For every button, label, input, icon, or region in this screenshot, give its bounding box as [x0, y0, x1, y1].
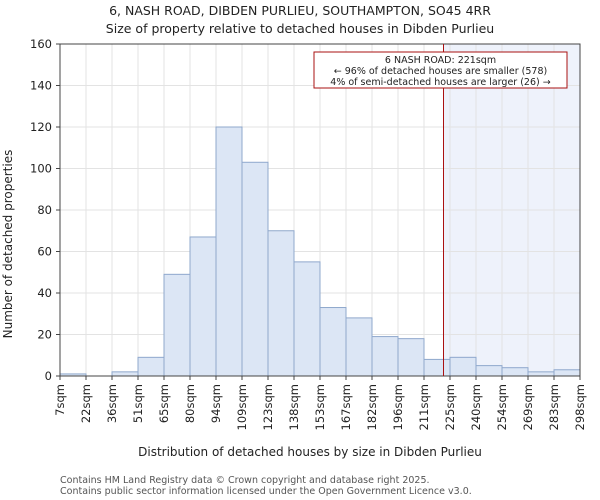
x-tick-label-7: 109sqm [235, 384, 249, 430]
x-tick-label-0: 7sqm [53, 384, 67, 416]
y-tick-label-3: 60 [37, 245, 52, 259]
bar-5 [189, 236, 217, 377]
bar-3 [137, 356, 165, 377]
annotation-border [313, 51, 568, 89]
x-tick-label-3: 51sqm [131, 384, 145, 423]
y-axis-label: Number of detached properties [1, 150, 15, 339]
bar-9 [293, 261, 321, 377]
y-tick-label-2: 40 [37, 286, 52, 300]
bar-16 [475, 365, 503, 377]
x-tick-label-13: 196sqm [391, 384, 405, 430]
footer-line-2: Contains public sector information licen… [60, 486, 472, 497]
bar-6 [215, 126, 243, 377]
annotation-box: 6 NASH ROAD: 221sqm ← 96% of detached ho… [313, 51, 568, 89]
x-tick-label-11: 167sqm [339, 384, 353, 430]
bar-11 [345, 317, 373, 377]
footer-line-1: Contains HM Land Registry data © Crown c… [60, 475, 430, 486]
x-tick-label-15: 225sqm [443, 384, 457, 430]
y-tick-label-0: 0 [45, 369, 52, 383]
y-tick-label-7: 140 [30, 79, 52, 93]
annotation-line-3: 4% of semi-detached houses are larger (2… [330, 77, 550, 88]
bar-12 [371, 336, 399, 377]
bar-4 [163, 273, 191, 377]
bar-8 [267, 230, 295, 377]
x-tick-label-16: 240sqm [469, 384, 483, 430]
x-tick-label-4: 65sqm [157, 384, 171, 423]
x-tick-label-19: 283sqm [547, 384, 561, 430]
x-tick-label-2: 36sqm [105, 384, 119, 423]
y-tick-label-4: 80 [37, 203, 52, 217]
bar-7 [241, 161, 269, 377]
y-tick-label-6: 120 [30, 120, 52, 134]
bar-2 [111, 371, 139, 377]
y-tick-label-5: 100 [30, 162, 52, 176]
x-tick-label-17: 254sqm [495, 384, 509, 430]
annotation-line-1: 6 NASH ROAD: 221sqm [385, 55, 496, 66]
bar-19 [553, 369, 581, 377]
axes [56, 43, 581, 380]
x-tick-label-9: 138sqm [287, 384, 301, 430]
x-tick-label-10: 153sqm [313, 384, 327, 430]
x-tick-label-12: 182sqm [365, 384, 379, 430]
x-tick-label-20: 298sqm [573, 384, 587, 430]
chart-title: 6, NASH ROAD, DIBDEN PURLIEU, SOUTHAMPTO… [109, 3, 491, 18]
x-tick-label-14: 211sqm [417, 384, 431, 430]
annotation-line-2: ← 96% of detached houses are smaller (57… [334, 66, 547, 77]
y-tick-label-8: 160 [30, 37, 52, 51]
x-tick-label-5: 80sqm [183, 384, 197, 423]
x-tick-labels: 7sqm 22sqm 36sqm 51sqm 65sqm 80sqm 94sqm 109sqm… [53, 384, 587, 430]
bar-18 [527, 371, 555, 377]
y-tick-label-1: 20 [37, 328, 52, 342]
bar-17 [501, 367, 529, 377]
bar-10 [319, 307, 347, 377]
y-tick-labels: 0 20 40 60 80 100 120 140 160 [30, 37, 52, 383]
x-tick-label-8: 123sqm [261, 384, 275, 430]
x-axis-label: Distribution of detached houses by size … [138, 445, 482, 459]
chart-subtitle: Size of property relative to detached ho… [106, 21, 494, 36]
bar-14 [423, 358, 451, 377]
x-tick-label-1: 22sqm [79, 384, 93, 423]
bar-13 [397, 338, 425, 377]
x-tick-label-6: 94sqm [209, 384, 223, 423]
x-tick-label-18: 269sqm [521, 384, 535, 430]
bar-15 [449, 356, 477, 377]
